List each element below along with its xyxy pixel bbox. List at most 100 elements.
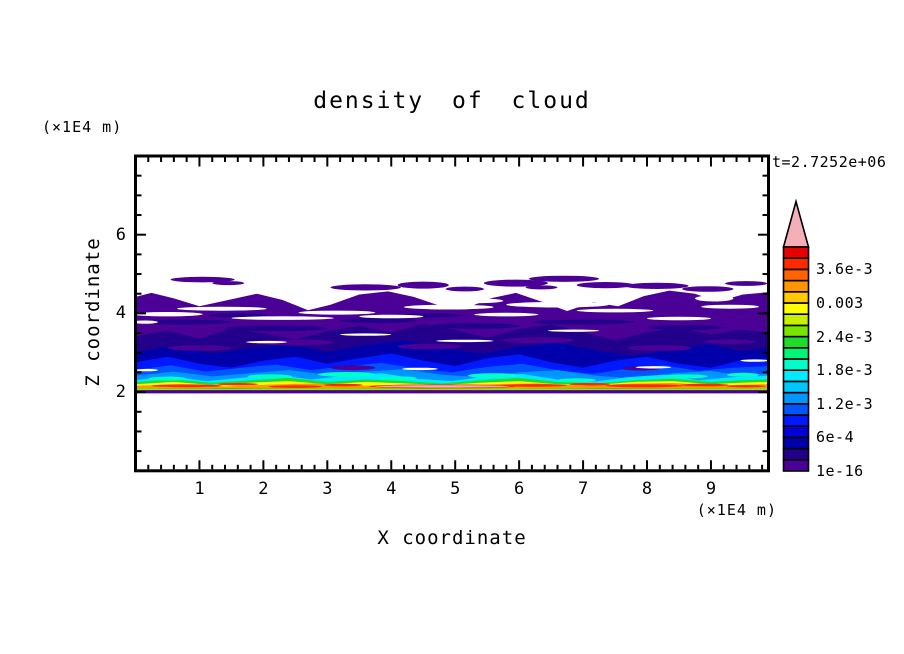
contour-blob [452, 298, 504, 304]
colorbar-cell [782, 335, 810, 349]
contour-blob [402, 367, 438, 371]
contour-blob [576, 308, 654, 313]
colorbar-label: 1.8e-3 [816, 361, 874, 380]
contour-blob [682, 286, 734, 292]
colorbar-cell [782, 414, 810, 427]
contour-blob [397, 281, 449, 289]
contour-blob [340, 318, 417, 323]
contour-blob [695, 295, 734, 302]
contour-blob [468, 373, 520, 378]
contour-blob [247, 374, 293, 379]
contour-blob [528, 275, 600, 282]
contour-blob [647, 325, 724, 330]
contour-blob [576, 282, 635, 289]
density-field [135, 275, 769, 394]
x-tick-label: 8 [641, 479, 653, 499]
contour-blob [483, 279, 548, 287]
x-tick-label: 9 [705, 479, 717, 499]
contour-blob [151, 384, 222, 388]
contour-blob [141, 319, 232, 325]
contour-blob [167, 345, 232, 351]
contour-blob [429, 323, 520, 329]
contour-blob [256, 339, 334, 346]
x-tick-label: 6 [514, 479, 525, 499]
contour-blob [324, 383, 363, 387]
colorbar-cell [782, 425, 810, 439]
colorbar-label: 2.4e-3 [816, 327, 874, 346]
colorbar-label: 0.003 [816, 294, 864, 312]
y-tick-label: 4 [115, 303, 126, 324]
contour-blob [740, 359, 769, 362]
chart-title: density of cloud [313, 88, 591, 114]
contour-blob [635, 366, 672, 369]
contour-blob [375, 385, 510, 388]
x-tick-label: 2 [258, 479, 269, 499]
colorbar-cell [782, 391, 810, 405]
contour-blob [704, 339, 756, 345]
contour-blob [557, 378, 596, 383]
contour-blob [330, 365, 376, 371]
colorbar-cell [782, 324, 810, 338]
contour-blob [292, 298, 337, 305]
contour-blob [225, 325, 328, 332]
contour-blob [725, 281, 768, 286]
contour-blob [317, 372, 376, 377]
colorbar-cell [782, 346, 810, 360]
contour-blob [148, 376, 187, 381]
contour-blob [547, 329, 600, 332]
contour-blob [726, 385, 766, 388]
colorbar-label: 1e-16 [816, 462, 864, 480]
contour-band [135, 388, 769, 391]
colorbar-cell [782, 290, 810, 304]
contour-blob [627, 345, 692, 351]
contour-blob [624, 282, 689, 289]
x-tick-label: 7 [577, 479, 589, 499]
contour-blob [404, 304, 494, 310]
x-tick-label: 1 [194, 479, 205, 499]
contour-blob [268, 385, 323, 388]
contour-blob [531, 319, 635, 325]
contour-blob [569, 382, 610, 386]
contour-blob [701, 304, 759, 309]
colorbar-cell [782, 302, 810, 315]
contour-blob [663, 374, 708, 379]
contour-blob [209, 313, 267, 318]
contour-blob [436, 339, 494, 343]
contour-blob [647, 316, 711, 321]
contour-blob [503, 384, 568, 387]
colorbar-cell [782, 279, 810, 293]
colorbar-cell [782, 313, 810, 327]
x-tick-label: 4 [386, 479, 397, 499]
contour-blob [136, 368, 158, 372]
contour-band [135, 390, 769, 394]
x-tick-label: 3 [322, 479, 333, 499]
axes [134, 154, 770, 473]
y-axis-unit-label: (×1E4 m) [42, 118, 123, 136]
contour-blob [298, 310, 376, 315]
colorbar-cell [782, 402, 810, 416]
colorbar-cell [782, 369, 810, 383]
contour-blob [397, 343, 462, 350]
colorbar-cell [782, 380, 810, 394]
colorbar-label: 1.2e-3 [816, 394, 874, 413]
contour-blob [605, 384, 683, 388]
contour-blob [177, 306, 267, 311]
colorbar-cell [782, 358, 810, 371]
x-tick-label: 5 [450, 479, 461, 499]
colorbar-cell [782, 447, 810, 461]
contour-blob [506, 301, 609, 308]
colorbar-cell [782, 246, 810, 259]
contour-blob [445, 286, 484, 292]
contour-blob [680, 383, 729, 387]
contour-blob [525, 285, 558, 290]
y-tick-label: 2 [115, 382, 126, 403]
contour-blob [726, 372, 759, 377]
contour-blob [246, 340, 288, 344]
colorbar-cell [782, 458, 810, 472]
x-axis-title: X coordinate [377, 527, 527, 549]
contour-blob [217, 383, 259, 386]
contour-blob [474, 312, 539, 317]
contour-blob [547, 293, 606, 302]
